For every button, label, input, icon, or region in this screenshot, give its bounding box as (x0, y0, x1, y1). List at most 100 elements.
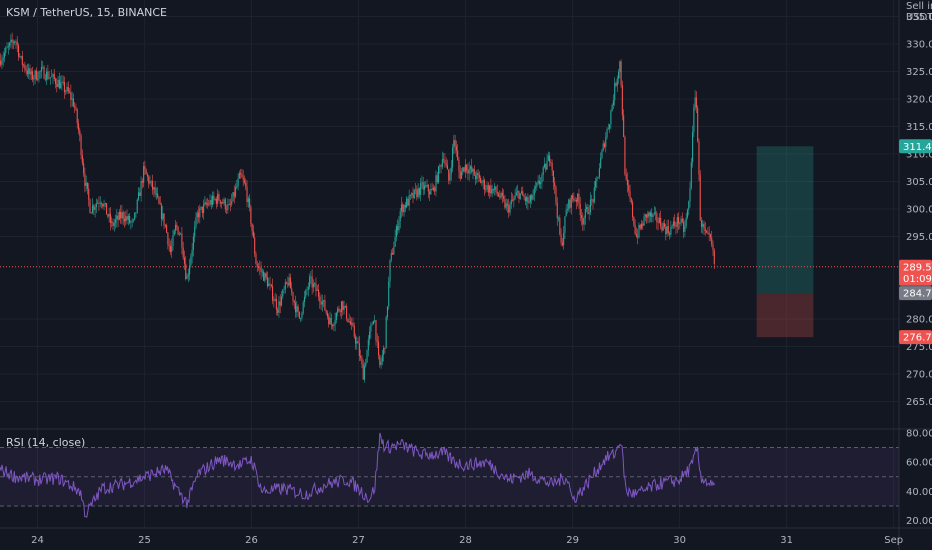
rsi-title[interactable]: RSI (14, close) (6, 436, 85, 449)
candle-body (578, 193, 580, 205)
candle-body (583, 218, 585, 225)
candle-body (655, 212, 657, 214)
candle-body (296, 306, 298, 313)
candle-body (596, 178, 598, 182)
candle-body (501, 192, 503, 197)
price-axis[interactable]: 265.0 270.0 275.0 280.0 295.0 300.0 305.0 310.0… (906, 12, 932, 408)
candle-body (146, 174, 149, 177)
candle-body (574, 199, 576, 201)
candle-body (495, 186, 497, 192)
candle-body (283, 289, 285, 291)
candle-body (595, 181, 597, 188)
candle-body (685, 217, 687, 226)
candle-body (75, 107, 77, 110)
candle-body (219, 200, 221, 204)
candle-body (661, 226, 663, 231)
candle-body (79, 130, 81, 136)
candle-body (52, 74, 54, 77)
entry-price-value: 284.7 (903, 289, 932, 300)
candle-body (131, 220, 133, 223)
candle-body (695, 97, 697, 108)
currency-label-line1: Sell in (906, 1, 932, 12)
candle-body (490, 185, 492, 194)
candle-body (559, 217, 561, 235)
candle-body (154, 187, 156, 195)
candle-body (255, 253, 257, 265)
candle-body (273, 300, 275, 302)
candle-body (121, 212, 123, 219)
candle-body (434, 187, 436, 192)
candle-body (134, 212, 136, 220)
candle-body (531, 195, 533, 200)
candle-body (478, 174, 480, 178)
candle-body (454, 140, 456, 147)
candle-body (70, 92, 72, 100)
candle-body (53, 74, 55, 79)
candle-body (482, 180, 484, 183)
candle-body (333, 324, 335, 326)
candle-body (186, 276, 188, 279)
candle-body (149, 181, 151, 184)
candle-body (204, 202, 206, 205)
rsi-line (0, 432, 716, 518)
candle-body (168, 244, 170, 246)
rsi-bands (0, 447, 899, 507)
candle-body (579, 204, 581, 216)
time-axis[interactable]: 24 25 26 27 28 29 30 31 Sep (31, 535, 903, 546)
chart-title[interactable]: KSM / TetherUS, 15, BINANCE (6, 6, 167, 19)
candle-body (85, 182, 87, 186)
candle-body (628, 185, 630, 191)
candle-body (242, 177, 244, 180)
candle-body (254, 237, 256, 254)
candle-body (117, 215, 119, 220)
candle-body (309, 276, 311, 287)
candle-body (169, 245, 171, 253)
candle-body (577, 193, 579, 202)
candle-body (92, 205, 94, 213)
candle-body (143, 166, 145, 183)
candle-body (557, 217, 560, 219)
candle-body (672, 221, 674, 226)
candle-body (58, 79, 60, 89)
candle-body (232, 192, 234, 202)
candle-body (48, 77, 50, 79)
candle-body (518, 191, 520, 199)
candle-body (505, 203, 507, 208)
currency-label-line2[interactable]: USDT (906, 12, 932, 23)
candle-body (440, 165, 442, 167)
candle-body (485, 189, 487, 191)
candle-body (167, 232, 169, 245)
candle-series (0, 32, 715, 383)
candle-body (218, 194, 220, 201)
candle-body (354, 336, 357, 344)
candle-body (693, 107, 695, 133)
candle-body (250, 206, 252, 224)
candle-body (556, 202, 558, 219)
candle-body (39, 71, 41, 73)
candle-body (264, 273, 266, 281)
candle-body (684, 225, 686, 232)
candle-body (554, 182, 556, 187)
rsi-axis: 20.00 40.00 60.00 80.00 (906, 428, 932, 527)
candle-body (381, 354, 383, 362)
candle-body (6, 47, 8, 49)
candle-body (310, 276, 312, 278)
candle-body (307, 286, 309, 290)
candle-body (430, 189, 432, 195)
candle-body (444, 160, 446, 163)
candle-body (183, 257, 186, 264)
candle-body (397, 226, 399, 231)
candle-body (374, 320, 376, 322)
candle-body (209, 200, 211, 205)
candle-body (686, 209, 689, 218)
candle-body (351, 322, 353, 325)
candle-body (632, 202, 634, 217)
candle-body (446, 165, 449, 170)
candle-body (16, 41, 18, 46)
candle-body (689, 187, 691, 202)
candle-body (669, 233, 671, 235)
candle-body (69, 91, 71, 93)
candle-body (407, 198, 409, 206)
candle-body (642, 223, 644, 226)
candle-body (610, 110, 612, 125)
